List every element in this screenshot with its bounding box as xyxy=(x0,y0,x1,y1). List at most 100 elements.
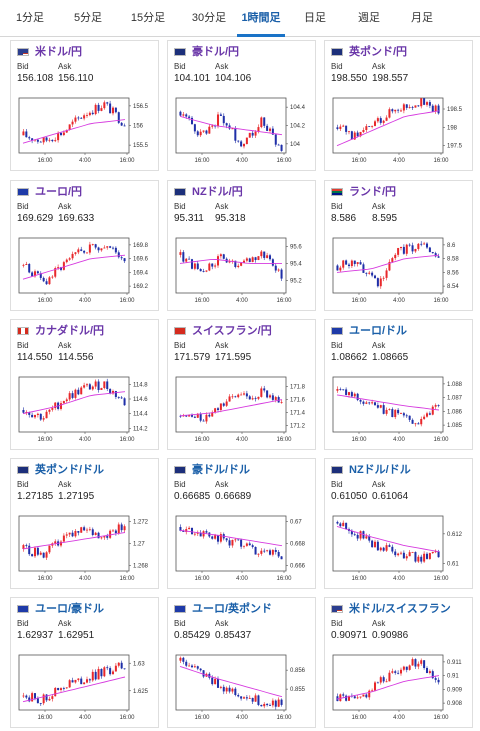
candle xyxy=(251,398,254,400)
pair-name[interactable]: カナダドル/円 xyxy=(35,325,105,337)
pair-name[interactable]: ユーロ/英ポンド xyxy=(192,603,273,615)
ask-label: Ask xyxy=(58,619,72,628)
candle xyxy=(39,552,42,555)
candle xyxy=(51,276,54,278)
pair-name[interactable]: スイスフラン/円 xyxy=(192,325,272,337)
candle xyxy=(74,679,77,683)
candle xyxy=(365,694,368,698)
pair-name[interactable]: ユーロ/ドル xyxy=(349,325,408,337)
bid-label: Bid xyxy=(174,62,186,71)
pair-name[interactable]: NZドル/円 xyxy=(192,186,243,198)
tab-3[interactable]: 15分足 xyxy=(130,12,166,24)
candle xyxy=(254,257,257,261)
pair-title[interactable]: カナダドル/円 xyxy=(17,324,104,338)
pair-name[interactable]: 米ドル/円 xyxy=(35,46,83,58)
candle xyxy=(371,272,374,276)
rate-card[interactable]: 豪ドル/円 Bid Ask 104.101 104.106 104.4 104.2 104 16… xyxy=(167,40,316,171)
candle xyxy=(234,260,237,267)
rate-card[interactable]: 英ポンド/円 Bid Ask 198.550 198.557 198.5 198 197.5 1… xyxy=(324,40,473,171)
candle xyxy=(106,667,109,669)
bid-value: 0.85429 xyxy=(174,630,211,641)
pair-title[interactable]: ユーロ/円 xyxy=(17,185,82,199)
candle xyxy=(205,270,208,272)
pair-title[interactable]: ユーロ/ドル xyxy=(331,324,407,338)
candle xyxy=(277,397,280,403)
rate-card[interactable]: ユーロ/英ポンド Bid Ask 0.85429 0.85437 0.856 0.855 16… xyxy=(167,597,316,728)
pair-title[interactable]: NZドル/円 xyxy=(174,185,243,199)
rate-card[interactable]: 米ドル/円 Bid Ask 156.108 156.110 156.5 156 155.5 16… xyxy=(10,40,159,171)
tab-8[interactable]: 月足 xyxy=(411,12,433,24)
candle xyxy=(399,413,403,415)
candle xyxy=(109,389,112,394)
pair-title[interactable]: 米ドル/スイスフラン xyxy=(331,602,451,616)
pair-name[interactable]: ユーロ/円 xyxy=(35,186,83,198)
candle xyxy=(263,388,266,391)
pair-title[interactable]: ユーロ/豪ドル xyxy=(17,602,104,616)
candle xyxy=(405,244,408,254)
tab-4[interactable]: 30分足 xyxy=(191,12,227,24)
x-tick-label: 4:00 xyxy=(79,298,91,304)
y-tick-label: 104 xyxy=(290,142,301,148)
pair-title[interactable]: スイスフラン/円 xyxy=(174,324,272,338)
moving-average-line xyxy=(22,676,126,703)
candle xyxy=(51,408,54,410)
pair-name[interactable]: 英ポンド/ドル xyxy=(35,464,105,476)
plot-frame xyxy=(332,515,444,572)
pair-title[interactable]: 豪ドル/ドル xyxy=(174,463,250,477)
candle xyxy=(117,524,120,534)
candle xyxy=(431,671,434,679)
candle xyxy=(368,402,371,404)
tab-5[interactable]: 1時間足 xyxy=(233,0,289,37)
rate-card[interactable]: ユーロ/ドル Bid Ask 1.08662 1.08665 1.088 1.087 1.08… xyxy=(324,319,473,450)
candle xyxy=(260,251,263,257)
tab-2[interactable]: 5分足 xyxy=(73,12,103,24)
candle xyxy=(277,551,280,557)
y-tick-label: 0.909 xyxy=(447,687,463,693)
candle xyxy=(251,545,254,547)
rate-card[interactable]: 英ポンド/ドル Bid Ask 1.27185 1.27195 1.272 1.27 1.26… xyxy=(10,458,159,589)
candle xyxy=(425,413,429,417)
rate-card[interactable]: ユーロ/円 Bid Ask 169.629 169.633 169.8 169.6 169.4… xyxy=(10,180,159,311)
rate-card[interactable]: NZドル/円 Bid Ask 95.311 95.318 95.6 95.4 95.2 16:0… xyxy=(167,180,316,311)
candle xyxy=(111,107,115,114)
pair-name[interactable]: ランド/円 xyxy=(349,186,397,198)
tab-7[interactable]: 週足 xyxy=(358,12,380,24)
candle xyxy=(65,399,68,402)
pair-title[interactable]: 英ポンド/ドル xyxy=(17,463,104,477)
bid-value: 169.629 xyxy=(17,213,54,224)
pair-title[interactable]: ランド/円 xyxy=(331,185,396,199)
candle xyxy=(394,109,397,112)
pair-name[interactable]: NZドル/ドル xyxy=(349,464,411,476)
pair-title[interactable]: NZドル/ドル xyxy=(331,463,411,477)
rate-card[interactable]: NZドル/ドル Bid Ask 0.61050 0.61064 0.612 0.61 16:0… xyxy=(324,458,473,589)
candle xyxy=(248,396,251,400)
pair-name[interactable]: 豪ドル/円 xyxy=(192,46,240,58)
pair-name[interactable]: 豪ドル/ドル xyxy=(192,464,251,476)
candle xyxy=(97,381,100,390)
rate-card[interactable]: カナダドル/円 Bid Ask 114.550 114.556 114.8 114.6 114… xyxy=(10,319,159,450)
pair-title[interactable]: 英ポンド/円 xyxy=(331,45,407,59)
tab-6[interactable]: 日足 xyxy=(304,12,326,24)
uk-flag-icon xyxy=(17,466,29,475)
candle xyxy=(45,552,48,558)
candle xyxy=(85,529,89,531)
rate-card[interactable]: 米ドル/スイスフラン Bid Ask 0.90971 0.90986 0.911 0.91 0… xyxy=(324,597,473,728)
pair-title[interactable]: ユーロ/英ポンド xyxy=(174,602,272,616)
rate-card[interactable]: 豪ドル/ドル Bid Ask 0.66685 0.66689 0.67 0.668 0.666… xyxy=(167,458,316,589)
pair-name[interactable]: 米ドル/スイスフラン xyxy=(349,603,451,615)
rate-card[interactable]: ランド/円 Bid Ask 8.586 8.595 8.6 8.58 8.56 8.54 16:0… xyxy=(324,180,473,311)
pair-title[interactable]: 米ドル/円 xyxy=(17,45,82,59)
candle xyxy=(231,128,234,130)
pair-name[interactable]: ユーロ/豪ドル xyxy=(35,603,105,615)
pair-name[interactable]: 英ポンド/円 xyxy=(349,46,408,58)
ask-value: 95.318 xyxy=(215,213,246,224)
candle xyxy=(68,393,71,400)
candle xyxy=(245,137,248,145)
tab-1[interactable]: 1分足 xyxy=(15,12,45,24)
candle xyxy=(114,107,117,113)
candle xyxy=(62,262,65,270)
rate-card[interactable]: ユーロ/豪ドル Bid Ask 1.62937 1.62951 1.63 1.625 16:0… xyxy=(10,597,159,728)
pair-title[interactable]: 豪ドル/円 xyxy=(174,45,239,59)
candle xyxy=(80,117,83,119)
rate-card[interactable]: スイスフラン/円 Bid Ask 171.579 171.595 171.8 171.6 17… xyxy=(167,319,316,450)
